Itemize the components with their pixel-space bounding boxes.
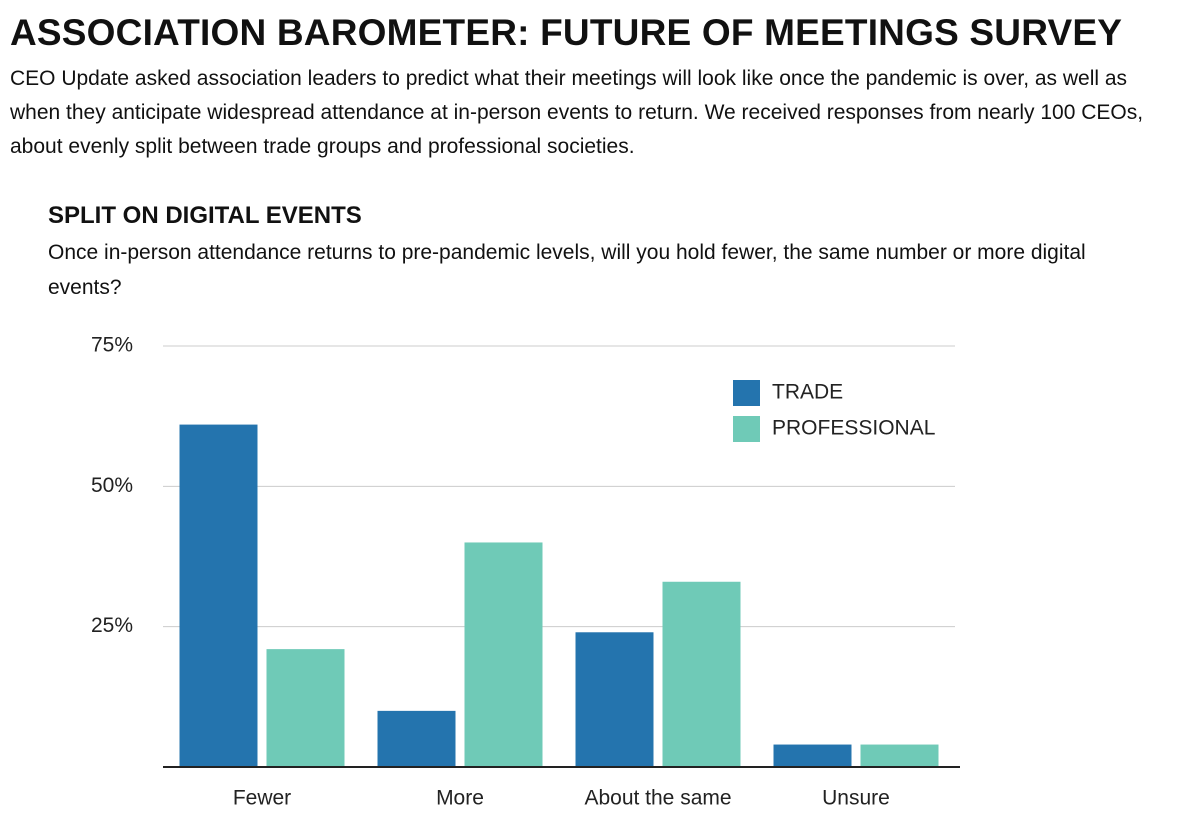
- chart-title: SPLIT ON DIGITAL EVENTS: [48, 202, 362, 229]
- x-tick-label: Unsure: [822, 787, 890, 810]
- y-tick-label: 25%: [91, 614, 133, 637]
- y-tick-label: 50%: [91, 474, 133, 497]
- y-tick-label: 75%: [91, 334, 133, 357]
- page-title: ASSOCIATION BAROMETER: FUTURE OF MEETING…: [10, 12, 1123, 53]
- bar: [377, 710, 456, 767]
- bar: [662, 581, 741, 767]
- legend-label: PROFESSIONAL: [772, 417, 935, 440]
- bar: [773, 744, 852, 767]
- intro-text: CEO Update asked association leaders to …: [10, 67, 1144, 158]
- x-tick-label: More: [436, 787, 484, 810]
- x-tick-label: About the same: [584, 787, 731, 810]
- bar: [860, 744, 939, 767]
- bar: [575, 632, 654, 767]
- bar: [266, 649, 345, 767]
- bar: [464, 542, 543, 767]
- chart-subtitle: Once in-person attendance returns to pre…: [48, 241, 1086, 299]
- x-tick-label: Fewer: [233, 787, 291, 810]
- legend-label: TRADE: [772, 381, 843, 404]
- legend-swatch: [733, 416, 760, 442]
- bar: [179, 424, 258, 767]
- legend-swatch: [733, 380, 760, 406]
